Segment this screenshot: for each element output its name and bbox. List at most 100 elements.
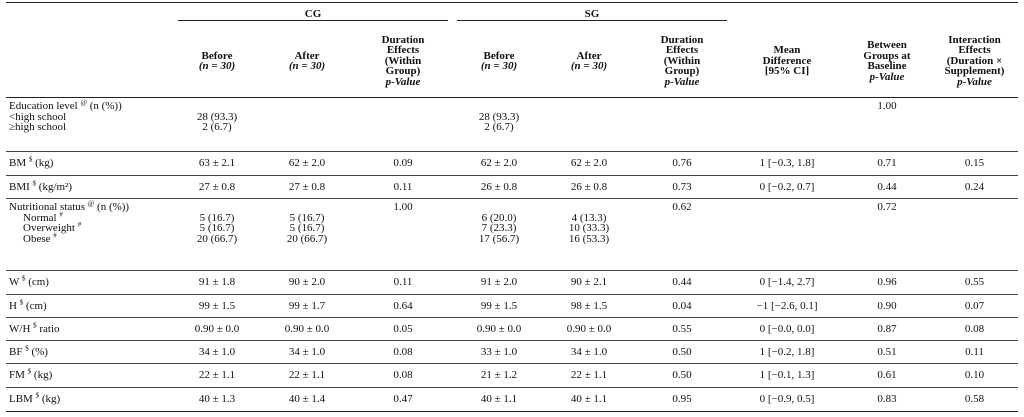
cell-interaction: 0.24 bbox=[931, 175, 1018, 199]
cell-line bbox=[173, 101, 261, 112]
row-label-text: W/H $ ratio bbox=[9, 321, 173, 335]
row-label-text: H $ (cm) bbox=[9, 298, 173, 312]
sub-marker: # bbox=[53, 230, 57, 239]
table-row: Nutritional status @ (n (%)) Normal # Over… bbox=[6, 198, 1018, 271]
sub-marker: # bbox=[59, 209, 63, 218]
cell-line: 0.50 bbox=[672, 369, 692, 382]
cell-interaction: 0.07 bbox=[931, 294, 1018, 318]
cell-line: 0.55 bbox=[672, 322, 692, 335]
cell-interaction: 0.08 bbox=[931, 317, 1018, 341]
cell-before-cg: 34 ± 1.0 bbox=[173, 340, 261, 364]
row-unit: (n (%)) bbox=[86, 100, 122, 112]
cell-before-cg: 40 ± 1.3 bbox=[173, 387, 261, 412]
cell-line: 0.08 bbox=[964, 322, 985, 335]
cell-line: 91 ± 1.8 bbox=[198, 276, 236, 289]
cell-mean-diff: 1 [−0.3, 1.8] bbox=[731, 151, 843, 176]
cell-after-cg: 5 (16.7) 5 (16.7) 20 (66.7) bbox=[261, 198, 353, 271]
row-name: Nutritional status bbox=[9, 201, 86, 213]
cell-dur-sg: 0.95 bbox=[633, 387, 731, 412]
row-marker: $ bbox=[33, 321, 37, 330]
cell-after-sg: 40 ± 1.1 bbox=[545, 387, 633, 412]
row-name: H bbox=[9, 299, 17, 312]
cell-mean-diff bbox=[731, 97, 843, 152]
cell-dur-sg bbox=[633, 97, 731, 152]
cell-dur-cg: 0.11 bbox=[353, 270, 453, 295]
table-row: BF $ (%) 34 ± 1.0 34 ± 1.0 0.08 33 ± 1.0 34 ±… bbox=[6, 340, 1018, 364]
cell-line: 26 ± 0.8 bbox=[480, 180, 518, 193]
cell-interaction: 0.58 bbox=[931, 387, 1018, 412]
cell-line: 0.61 bbox=[877, 369, 897, 382]
cell-dur-sg: 0.55 bbox=[633, 317, 731, 341]
row-label: LBM $ (kg) bbox=[6, 387, 173, 412]
cell-dur-sg: 0.76 bbox=[633, 151, 731, 176]
cell-line: 62 ± 2.0 bbox=[480, 157, 518, 170]
cell-dur-sg: 0.04 bbox=[633, 294, 731, 318]
cell-after-sg: 4 (13.3) 10 (33.3) 16 (53.3) bbox=[545, 198, 633, 271]
cell-line: 0.08 bbox=[393, 369, 413, 382]
cell-line: 0.07 bbox=[964, 299, 985, 312]
cell-line: 0.90 ± 0.0 bbox=[476, 322, 522, 335]
cell-line: 0.90 ± 0.0 bbox=[566, 322, 612, 335]
cell-before-sg: 0.90 ± 0.0 bbox=[453, 317, 545, 341]
row-name: FM bbox=[9, 369, 25, 382]
cell-line bbox=[731, 202, 843, 213]
cell-line: 2 (6.7) bbox=[202, 121, 232, 133]
cell-dur-sg: 0.44 bbox=[633, 270, 731, 295]
cell-line: 40 ± 1.1 bbox=[480, 393, 518, 406]
row-name: BF bbox=[9, 345, 23, 358]
cell-line: 62 ± 2.0 bbox=[288, 157, 326, 170]
cell-line bbox=[453, 101, 545, 112]
cell-line bbox=[353, 101, 453, 112]
cell-before-sg: 28 (93.3) 2 (6.7) bbox=[453, 97, 545, 152]
cell-line: 22 ± 1.1 bbox=[198, 369, 236, 382]
cell-line: 0.44 bbox=[877, 180, 897, 193]
cell-line: 5 (16.7) bbox=[199, 211, 235, 224]
cell-line: 1 [−0.2, 1.8] bbox=[759, 345, 815, 358]
cell-line: 40 ± 1.3 bbox=[198, 393, 236, 406]
cell-line: 6 (20.0) bbox=[481, 211, 517, 224]
cell-after-cg: 62 ± 2.0 bbox=[261, 151, 353, 176]
cell-dur-cg: 0.08 bbox=[353, 340, 453, 364]
cell-line: 0.90 ± 0.0 bbox=[194, 322, 240, 335]
cell-dur-sg: 0.50 bbox=[633, 340, 731, 364]
row-unit: (kg) bbox=[31, 369, 53, 382]
cell-line: 4 (13.3) bbox=[571, 211, 607, 224]
cell-after-sg: 22 ± 1.1 bbox=[545, 363, 633, 388]
cell-line: 0 [−0.0, 0.0] bbox=[759, 322, 815, 335]
row-label: BM $ (kg) bbox=[6, 151, 173, 176]
cell-line: 1.00 bbox=[877, 100, 897, 112]
cell-after-cg: 40 ± 1.4 bbox=[261, 387, 353, 412]
table-row: Education level @ (n (%)) <high school ≥hi… bbox=[6, 97, 1018, 152]
cell-interaction bbox=[931, 198, 1018, 271]
cell-interaction: 0.11 bbox=[931, 340, 1018, 364]
sub-label-text: Normal bbox=[23, 211, 57, 224]
cell-line: 26 ± 0.8 bbox=[570, 180, 608, 193]
cell-line: 62 ± 2.0 bbox=[570, 157, 608, 170]
header-after-cg: After (n = 30) bbox=[261, 25, 353, 98]
cell-before-cg: 22 ± 1.1 bbox=[173, 363, 261, 388]
cell-line: 0.47 bbox=[393, 393, 413, 406]
cell-line bbox=[731, 101, 843, 112]
cell-line: 0.15 bbox=[964, 157, 985, 170]
cell-before-cg: 28 (93.3) 2 (6.7) bbox=[173, 97, 261, 152]
row-unit: ratio bbox=[36, 322, 60, 335]
cell-mean-diff: 0 [−0.2, 0.7] bbox=[731, 175, 843, 199]
cell-line: 0.11 bbox=[393, 180, 413, 193]
cell-dur-cg: 0.08 bbox=[353, 363, 453, 388]
row-label: Education level @ (n (%)) <high school ≥hi… bbox=[6, 97, 173, 152]
row-name: W/H bbox=[9, 322, 31, 335]
cell-after-sg bbox=[545, 97, 633, 152]
column-header-row: Before (n = 30) After (n = 30) Duration … bbox=[6, 25, 1018, 98]
cell-before-cg: 0.90 ± 0.0 bbox=[173, 317, 261, 341]
cell-after-sg: 98 ± 1.5 bbox=[545, 294, 633, 318]
cell-line: 0.51 bbox=[877, 345, 897, 358]
row-marker: $ bbox=[19, 298, 24, 307]
cell-line: 10 (33.3) bbox=[568, 222, 610, 234]
cell-line: 99 ± 1.5 bbox=[198, 299, 236, 312]
cell-line bbox=[453, 202, 545, 213]
cell-line bbox=[261, 101, 353, 112]
row-label-text: FM $ (kg) bbox=[9, 368, 173, 382]
table-body: Education level @ (n (%)) <high school ≥hi… bbox=[6, 97, 1018, 412]
row-unit: (cm) bbox=[23, 299, 47, 312]
results-table: CG SG Before (n = 30) After (n = 30) Dur… bbox=[6, 2, 1018, 412]
